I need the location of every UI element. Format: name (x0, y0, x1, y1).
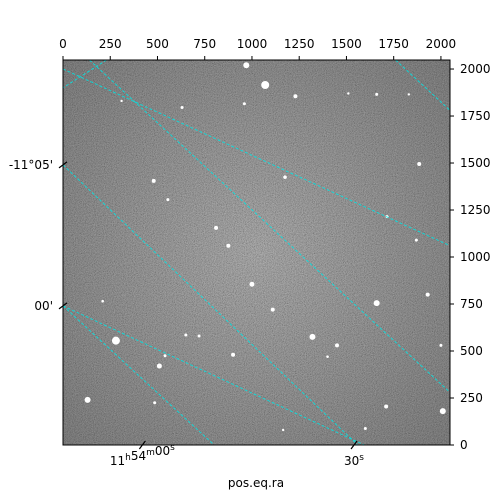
star (120, 99, 123, 103)
star (184, 333, 188, 337)
star (231, 352, 236, 357)
star (156, 363, 162, 369)
dec-tick (58, 161, 68, 169)
y-right-tick-label: 1000 (460, 250, 491, 264)
stars-layer (84, 62, 446, 432)
y-right-tick-label: 2000 (460, 62, 491, 76)
x-axis-title: pos.eq.ra (228, 476, 284, 490)
y-right-tick-label: 1750 (460, 109, 491, 123)
y-right-tick-label: 500 (460, 344, 483, 358)
star (384, 404, 389, 409)
star (214, 225, 219, 230)
x-top-tick-label: 250 (99, 37, 122, 51)
y-right-tick-label: 1500 (460, 156, 491, 170)
star (163, 354, 167, 358)
star (101, 299, 104, 303)
x-top-tick-label: 1500 (331, 37, 362, 51)
star (281, 428, 285, 432)
star (180, 106, 184, 110)
dec-grid-line (89, 60, 450, 393)
ra-tick-label: 30s (344, 453, 364, 468)
x-top-tick-label: 0 (59, 37, 67, 51)
y-right-tick-label: 250 (460, 391, 483, 405)
star (153, 401, 157, 405)
star (151, 178, 156, 183)
star (261, 81, 270, 90)
star (417, 161, 422, 166)
star (373, 300, 380, 307)
star (283, 175, 287, 179)
star (226, 243, 231, 248)
ra-grid-line (63, 60, 107, 89)
star (425, 292, 430, 297)
plot-area (63, 60, 450, 445)
image-vignette (63, 60, 450, 445)
dec-grid-line (63, 164, 359, 445)
x-top-tick-label: 2000 (426, 37, 457, 51)
dec-tick (58, 302, 68, 310)
star (414, 238, 418, 242)
plot-frame (62, 59, 451, 446)
star (293, 94, 298, 99)
star (363, 426, 367, 430)
dec-tick-label: 00' (34, 299, 53, 313)
dec-grid-line (395, 60, 450, 111)
star (166, 198, 170, 202)
star (242, 102, 246, 106)
dec-tick-label: -11°05' (9, 158, 53, 172)
x-top-tick-label: 1750 (378, 37, 409, 51)
star (84, 396, 91, 403)
star (249, 281, 255, 287)
star (326, 355, 329, 358)
axis-ticks: 0 250 500 750 1000 1250 1500 1750 2000 0 250 500 750… (9, 37, 491, 468)
star (439, 343, 443, 347)
star (439, 408, 446, 415)
dec-grid-line (63, 305, 215, 445)
ra-tick-label: 11h54m00s (110, 443, 175, 468)
star (309, 333, 316, 340)
star (334, 343, 339, 348)
ra-tick (138, 440, 146, 450)
star (407, 93, 411, 96)
star (375, 92, 379, 96)
x-top-tick-label: 1250 (284, 37, 315, 51)
y-right-tick-label: 0 (460, 438, 468, 452)
star (243, 62, 250, 69)
ra-tick (350, 440, 358, 450)
x-top-tick-label: 500 (146, 37, 169, 51)
star (347, 92, 350, 95)
y-right-tick-label: 750 (460, 297, 483, 311)
ra-grid-line (63, 68, 450, 247)
x-top-tick-label: 750 (193, 37, 216, 51)
star (270, 307, 275, 312)
star (111, 336, 120, 345)
x-top-tick-label: 1000 (237, 37, 268, 51)
ra-grid-line (63, 305, 366, 445)
coordinate-grid (63, 60, 450, 445)
star (197, 334, 201, 338)
y-right-tick-label: 1250 (460, 203, 491, 217)
